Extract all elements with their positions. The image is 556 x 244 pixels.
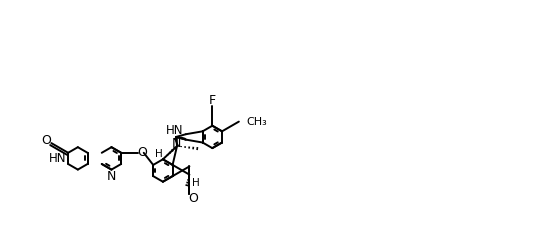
Text: N: N <box>107 170 116 183</box>
Text: CH₃: CH₃ <box>246 117 267 127</box>
Text: HN: HN <box>166 124 183 137</box>
Text: F: F <box>208 94 216 107</box>
Text: HN: HN <box>48 152 66 165</box>
Text: H: H <box>192 177 200 187</box>
Text: N: N <box>172 137 181 150</box>
Text: O: O <box>137 146 147 159</box>
Text: O: O <box>42 134 51 147</box>
Text: O: O <box>188 192 198 205</box>
Text: H: H <box>155 150 162 160</box>
